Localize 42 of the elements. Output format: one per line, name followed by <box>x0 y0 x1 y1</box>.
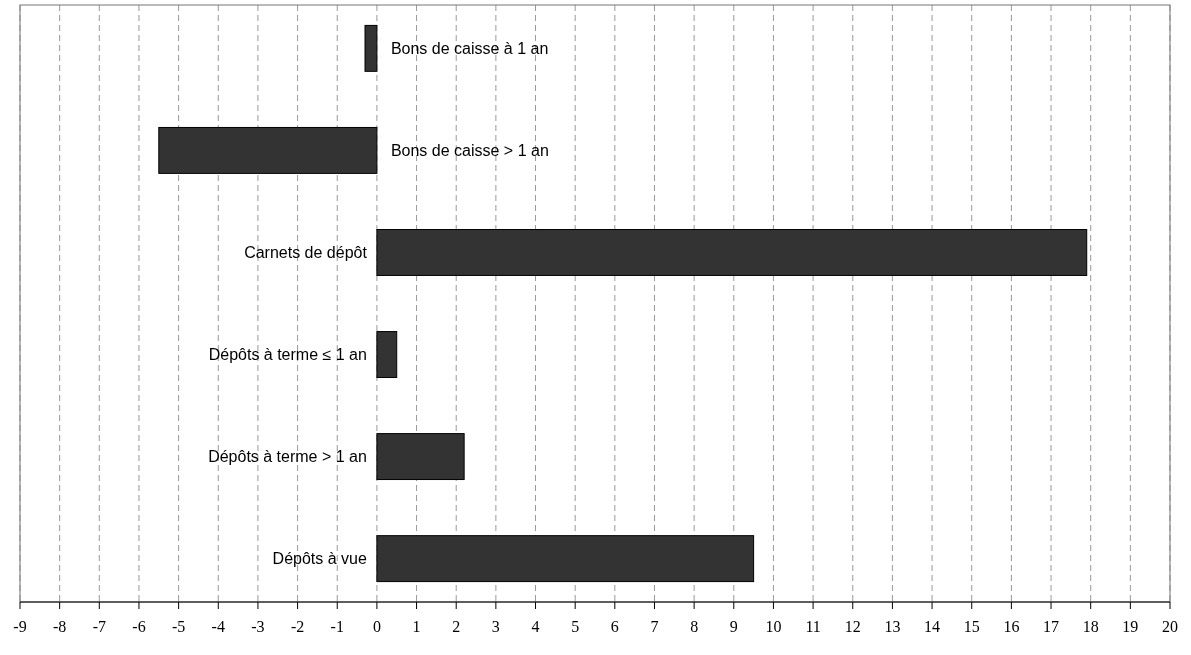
bar <box>376 433 465 481</box>
x-tick-label: 20 <box>1162 618 1178 635</box>
x-tick-label: 14 <box>924 618 941 635</box>
y-tick-label: Dépôts à terme ≤ 1 an <box>208 346 367 364</box>
x-tick-label: 3 <box>491 618 500 635</box>
x-tick-label: -5 <box>171 618 186 635</box>
x-tick-label: 17 <box>1043 618 1060 635</box>
bar <box>158 126 378 174</box>
x-tick-label: 18 <box>1082 618 1099 635</box>
x-tick-label: 9 <box>729 618 738 635</box>
x-tick-label: 11 <box>805 618 821 635</box>
x-tick-label: -3 <box>251 618 265 635</box>
x-tick-label: 19 <box>1122 618 1139 635</box>
x-tick-label: 1 <box>412 618 421 635</box>
x-tick-label: 2 <box>452 618 461 635</box>
x-tick-label: -1 <box>330 618 344 635</box>
bar <box>364 24 378 72</box>
y-tick-label: Bons de caisse à 1 an <box>390 39 549 57</box>
x-tick-label: 6 <box>610 618 619 635</box>
x-tick-label: -7 <box>92 618 106 635</box>
x-tick-label: 8 <box>690 618 699 635</box>
x-tick-label: 0 <box>372 618 381 635</box>
x-tick-label: -9 <box>13 618 27 635</box>
x-tick-label: 12 <box>844 618 861 635</box>
bar <box>376 229 1088 276</box>
y-tick-label: Carnets de dépôt <box>244 244 368 262</box>
y-tick-label: Bons de caisse > 1 an <box>390 142 549 160</box>
x-tick-label: 16 <box>1003 618 1020 635</box>
bar <box>376 331 398 378</box>
x-tick-label: -2 <box>290 618 305 635</box>
x-tick-label: 7 <box>650 618 659 635</box>
x-tick-label: 13 <box>884 618 901 635</box>
x-tick-label: 10 <box>765 618 782 635</box>
x-tick-label: -6 <box>132 618 146 635</box>
x-tick-label: 15 <box>963 618 980 635</box>
y-tick-label: Dépôts à vue <box>272 550 367 568</box>
x-tick-label: -8 <box>52 618 67 635</box>
y-tick-label: Dépôts à terme > 1 an <box>208 448 367 466</box>
x-tick-label: 5 <box>571 618 580 635</box>
bar <box>376 535 755 583</box>
x-tick-label: 4 <box>531 618 540 635</box>
x-tick-label: -4 <box>211 618 225 635</box>
